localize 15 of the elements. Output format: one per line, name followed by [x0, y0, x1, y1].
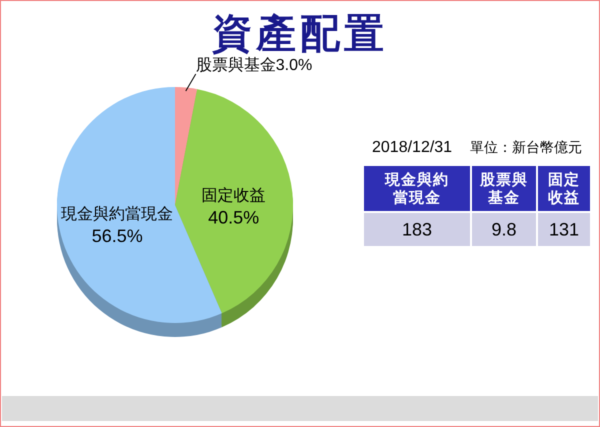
- slice-label: 股票與基金: [196, 55, 276, 74]
- data-label: 183: [402, 220, 432, 240]
- category-label: 現金與約當現金: [384, 170, 449, 206]
- data-label: 3.0%: [276, 57, 312, 74]
- slice-label: 現金與約當現金: [61, 204, 174, 223]
- data-label: 56.5%: [92, 226, 143, 246]
- data-label: 9.8: [491, 220, 517, 240]
- chart-title: 資產配置: [212, 10, 388, 57]
- data-label: 131: [548, 220, 580, 240]
- text: 2018/12/31: [372, 139, 452, 156]
- category-label: 股票與基金: [479, 170, 528, 206]
- data-label: 40.5%: [208, 208, 260, 228]
- slice-label: 固定收益: [202, 186, 266, 205]
- category-label: 固定收益: [548, 170, 580, 206]
- text: 單位：新台幣億元: [470, 140, 582, 156]
